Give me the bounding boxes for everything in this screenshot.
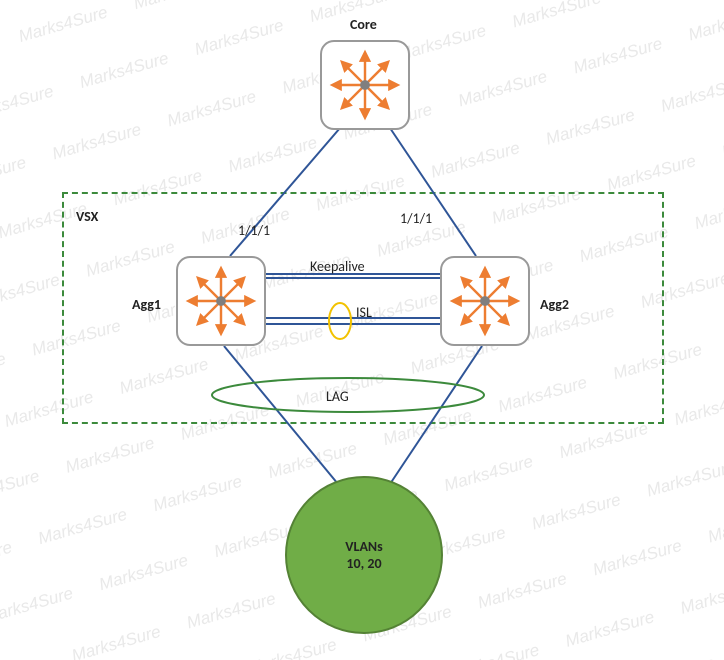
lag-label: LAG <box>326 388 349 405</box>
link-label-core-agg2: 1/1/1 <box>400 210 432 227</box>
link-label-core-agg1: 1/1/1 <box>238 222 270 239</box>
keepalive-label: Keepalive <box>310 258 365 275</box>
lines-layer-over <box>0 0 724 660</box>
agg2-label: Agg2 <box>540 296 569 313</box>
agg1-label: Agg1 <box>132 296 161 313</box>
core-label: Core <box>350 16 377 33</box>
diagram-stage: VSX VLANs 10, 20 Core Agg1 Agg2 1/1/1 1/… <box>0 0 724 660</box>
isl-label: ISL <box>356 304 372 321</box>
